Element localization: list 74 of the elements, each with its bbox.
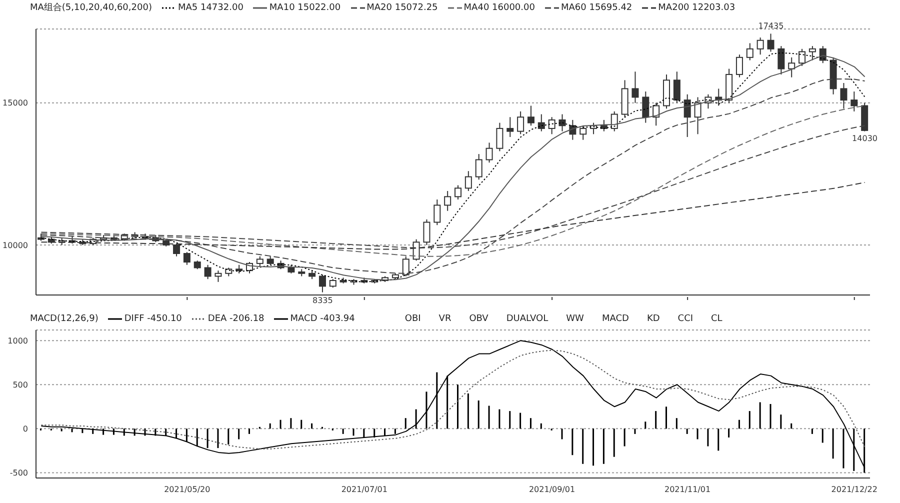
candlestick [423, 218, 430, 246]
line-series [40, 350, 866, 450]
y-tick-label: 500 [12, 380, 28, 390]
candlestick [580, 125, 587, 140]
x-tick-label: 2021/09/01 [528, 485, 576, 494]
candlestick [652, 102, 660, 126]
annotation: 17435 [758, 22, 784, 31]
text: DUALVOL [506, 314, 548, 324]
candlestick [538, 114, 545, 132]
candlestick [214, 270, 222, 282]
x-tick-label: 2021/12/22 [831, 485, 878, 494]
candlestick [444, 190, 452, 212]
candlestick [788, 56, 796, 78]
candlestick [558, 114, 566, 132]
candlestick [517, 110, 524, 135]
candlestick [475, 154, 482, 180]
text: OBV [469, 314, 488, 324]
chart-title: MA组合(5,10,20,40,60,200) [30, 2, 152, 14]
candlestick [610, 110, 618, 132]
candlestick [454, 184, 462, 200]
candlestick [850, 91, 858, 112]
legend-label: MA200 12203.03 [658, 2, 736, 12]
y-tick-label: 10000 [2, 240, 28, 250]
legend-label: MA40 16000.00 [464, 2, 535, 12]
candlestick [548, 116, 556, 135]
candlestick [183, 252, 190, 266]
legend-label: MA10 15022.00 [269, 2, 341, 12]
candlestick [527, 105, 534, 126]
text: MACD [602, 314, 629, 324]
candlestick [840, 82, 848, 110]
text: KD [646, 314, 660, 324]
text: CL [711, 314, 722, 324]
line-series [40, 340, 866, 469]
y-tick-label: -500 [10, 468, 28, 478]
candlestick [642, 91, 650, 124]
y-tick-label: 1000 [8, 336, 28, 346]
candlestick [318, 274, 326, 293]
candlestick [798, 48, 806, 66]
candlestick [256, 256, 264, 267]
text: CCI [678, 314, 694, 324]
y-tick-label: 15000 [2, 98, 28, 108]
y-tick-label: 0 [22, 424, 28, 434]
legend-label: MA60 15695.42 [560, 2, 632, 12]
x-tick-label: 2021/05/20 [164, 485, 210, 494]
legend-label: MA20 15072.25 [366, 2, 438, 12]
candlestick [736, 54, 743, 78]
candlestick [684, 94, 691, 138]
candlestick [204, 264, 212, 280]
candlestick [673, 71, 680, 104]
candlestick [756, 37, 764, 56]
x-tick-label: 2021/11/01 [664, 485, 711, 494]
legend-label: DEA -206.18 [208, 314, 264, 324]
text: WW [566, 314, 584, 324]
legend-label: DIFF -450.10 [124, 314, 182, 324]
chart-title: MACD(12,26,9) [30, 314, 98, 324]
annotation: 14030 [852, 134, 878, 144]
candlestick [778, 46, 785, 75]
text: VR [438, 314, 452, 324]
candlestick [434, 199, 441, 226]
candlestick [486, 142, 493, 164]
candlestick [767, 33, 774, 52]
candlestick [808, 46, 816, 61]
annotation: 8335 [312, 296, 333, 305]
candlestick [506, 116, 514, 138]
x-tick-label: 2021/07/01 [341, 485, 388, 494]
candlestick [632, 71, 639, 104]
legend-label: MA5 14732.00 [178, 2, 244, 12]
candlestick [694, 96, 702, 135]
candlestick [402, 256, 410, 277]
candlestick [496, 122, 504, 152]
legend-label: MACD -403.94 [290, 314, 355, 324]
candlestick [464, 170, 472, 192]
text: OBI [404, 314, 421, 324]
candlestick [746, 42, 754, 61]
